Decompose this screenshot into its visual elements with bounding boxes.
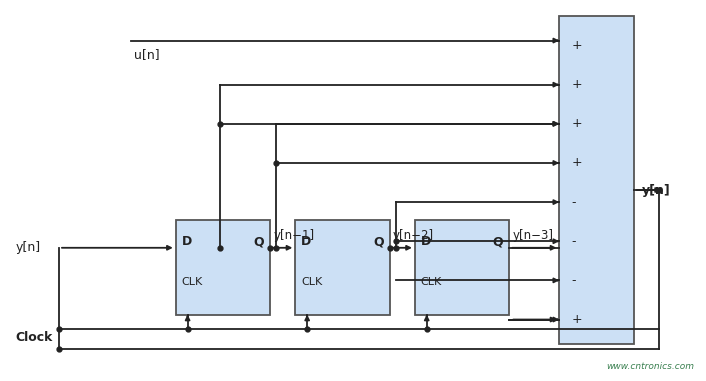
Text: D: D bbox=[301, 235, 311, 248]
Text: D: D bbox=[421, 235, 431, 248]
Text: y[n]: y[n] bbox=[16, 241, 40, 254]
Text: y[n−3]: y[n−3] bbox=[513, 229, 554, 242]
Bar bbox=[414, 220, 510, 315]
Text: +: + bbox=[571, 313, 582, 326]
Text: Q: Q bbox=[493, 235, 503, 248]
Text: y[n]: y[n] bbox=[642, 184, 671, 197]
Text: +: + bbox=[571, 39, 582, 52]
Text: CLK: CLK bbox=[181, 277, 203, 287]
Text: y[n−2]: y[n−2] bbox=[393, 229, 434, 242]
Text: CLK: CLK bbox=[421, 277, 442, 287]
Text: u[n]: u[n] bbox=[134, 48, 160, 61]
Text: www.cntronics.com: www.cntronics.com bbox=[606, 362, 694, 371]
Bar bbox=[559, 16, 634, 344]
Text: Q: Q bbox=[373, 235, 384, 248]
Text: y[n−1]: y[n−1] bbox=[273, 229, 314, 242]
Text: +: + bbox=[571, 117, 582, 130]
Text: +: + bbox=[571, 78, 582, 91]
Text: +: + bbox=[571, 157, 582, 170]
Text: -: - bbox=[571, 274, 575, 287]
Text: CLK: CLK bbox=[301, 277, 323, 287]
Text: -: - bbox=[571, 195, 575, 209]
Text: Clock: Clock bbox=[16, 331, 53, 344]
Text: -: - bbox=[571, 235, 575, 248]
Text: D: D bbox=[181, 235, 192, 248]
Bar bbox=[295, 220, 390, 315]
Text: Q: Q bbox=[253, 235, 264, 248]
Bar bbox=[176, 220, 270, 315]
